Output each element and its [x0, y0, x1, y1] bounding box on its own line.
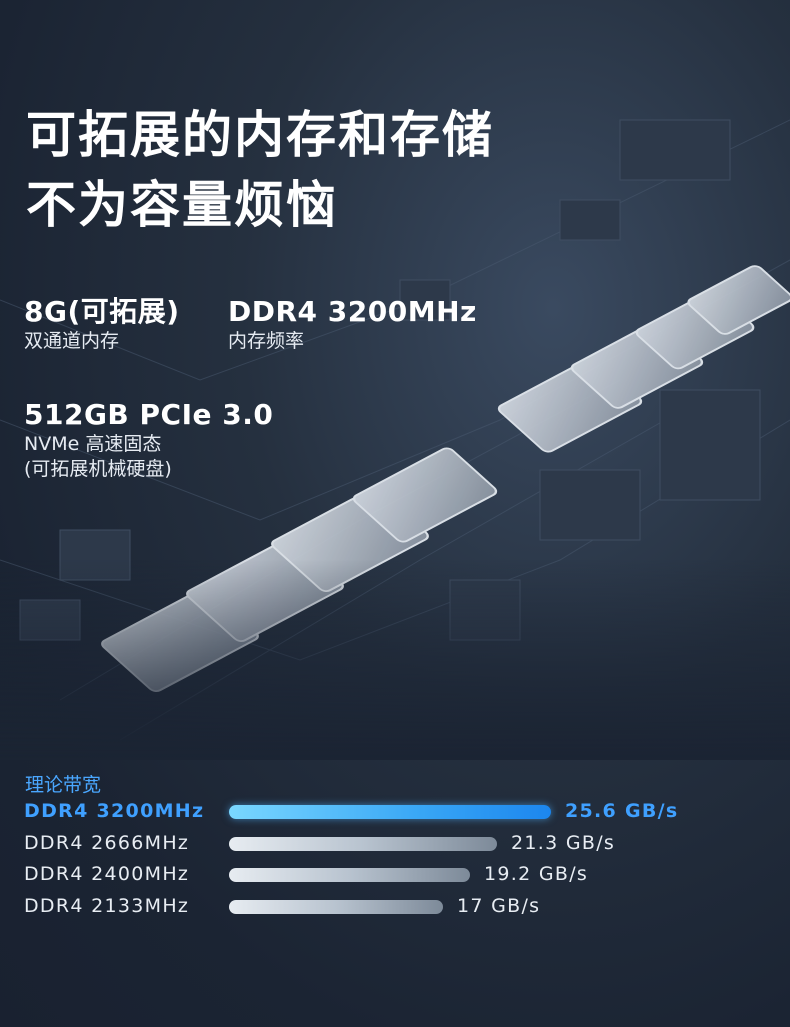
circuit-board-illustration	[0, 119, 790, 760]
spec-memory-speed: DDR4 3200MHz 内存频率	[228, 295, 477, 354]
bandwidth-row-label: DDR4 2666MHz	[24, 831, 190, 854]
headline-line-1: 可拓展的内存和存储	[26, 106, 494, 164]
bandwidth-bar	[229, 836, 497, 851]
headline: 可拓展的内存和存储 不为容量烦恼	[26, 100, 494, 240]
bandwidth-row-label: DDR4 3200MHz	[24, 800, 205, 822]
bandwidth-row-value: 17 GB/s	[457, 894, 541, 917]
bandwidth-bar	[229, 805, 551, 819]
spec-storage: 512GB PCIe 3.0 NVMe 高速固态 (可拓展机械硬盘)	[24, 398, 273, 482]
bandwidth-row-value: 21.3 GB/s	[511, 831, 616, 854]
headline-line-2: 不为容量烦恼	[26, 176, 338, 234]
bandwidth-title: 理论带宽	[25, 774, 102, 796]
bandwidth-row-label: DDR4 2133MHz	[24, 894, 190, 917]
spec-storage-subtitle-2: (可拓展机械硬盘)	[24, 458, 172, 480]
spec-storage-title: 512GB PCIe 3.0	[24, 398, 274, 431]
bandwidth-bar	[229, 899, 443, 914]
spec-memory-subtitle: 双通道内存	[24, 330, 120, 352]
bandwidth-row-value: 19.2 GB/s	[484, 863, 589, 885]
spec-memory-speed-subtitle: 内存频率	[228, 330, 305, 352]
spec-memory-speed-title: DDR4 3200MHz	[228, 295, 477, 328]
spec-memory-title: 8G(可拓展)	[24, 295, 180, 328]
bandwidth-row-value: 25.6 GB/s	[565, 800, 679, 822]
spec-storage-subtitle-1: NVMe 高速固态	[24, 433, 162, 455]
bandwidth-bar	[229, 868, 470, 882]
bandwidth-row-label: DDR4 2400MHz	[24, 863, 190, 885]
spec-memory: 8G(可拓展) 双通道内存	[24, 295, 180, 354]
